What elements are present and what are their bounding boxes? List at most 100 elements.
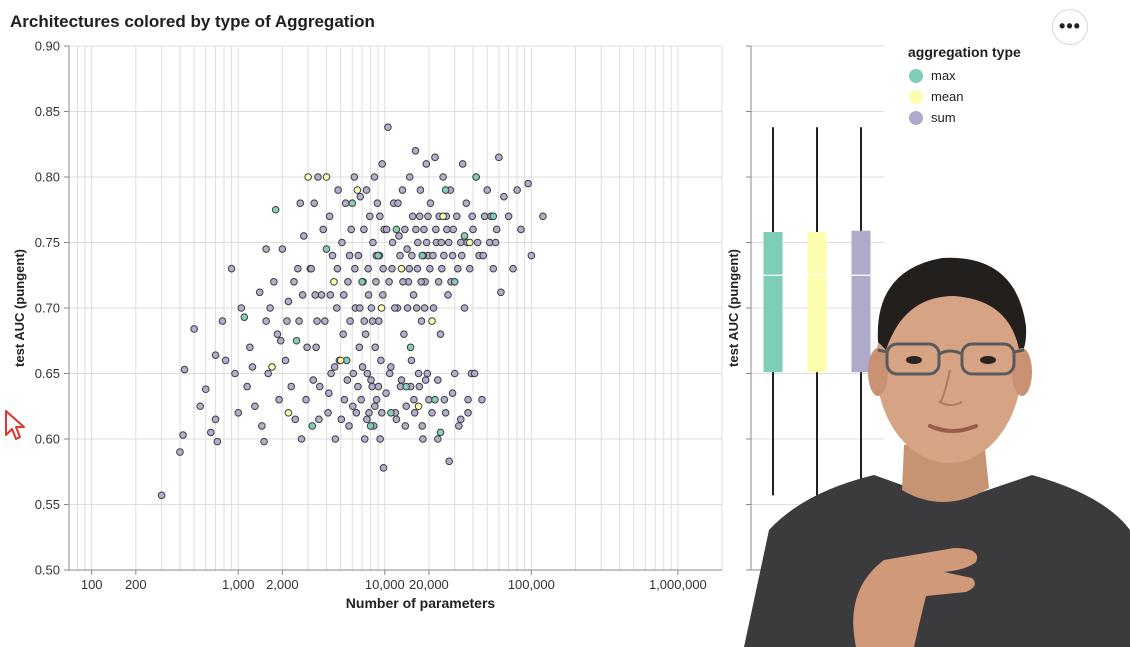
data-point-sum [330,363,339,371]
data-point-sum [345,422,353,430]
data-point-sum [438,264,446,273]
data-point-sum [350,173,359,181]
data-point-sum [176,448,184,456]
legend-item-mean[interactable]: mean [908,86,1021,107]
data-point-sum [180,365,189,374]
data-point-sum [221,356,230,365]
data-point-sum [361,330,370,339]
data-point-sum [373,199,382,207]
data-point-sum [397,376,406,384]
data-point-mean [377,304,386,312]
data-point-sum [371,402,379,411]
data-point-sum [367,376,375,384]
data-point-sum [231,369,239,378]
data-point-sum [401,422,410,430]
data-point-sum [407,356,416,365]
data-point-sum [444,291,452,299]
data-point-sum [332,304,341,312]
data-point-sum [312,343,320,352]
data-point-mean [268,363,276,371]
data-point-sum [324,409,332,417]
more-horizontal-icon: ••• [1059,16,1081,36]
data-point-sum [297,435,306,443]
data-point-max [402,382,411,391]
data-point-sum [283,317,291,325]
data-point-sum [382,225,391,234]
data-point-sum [251,402,259,411]
data-point-sum [190,325,198,333]
data-point-sum [365,212,374,221]
data-point-sum [416,186,425,194]
data-point-sum [382,389,390,397]
data-point-sum [392,415,401,424]
data-point-sum [368,317,377,325]
data-point-sum [429,304,438,312]
data-point-sum [441,409,450,417]
data-point-sum [331,435,340,443]
data-point-mean [414,402,423,411]
y-tick-label: 0.75 [35,235,60,250]
data-point-sum [473,238,482,247]
legend-item-max[interactable]: max [908,65,1021,86]
data-point-sum [394,199,402,207]
data-point-sum [434,278,443,286]
data-point-max [322,245,331,253]
data-point-sum [309,376,318,384]
legend-title: aggregation type [908,44,1021,60]
y-tick-label: 0.50 [35,563,60,578]
chart-title: Architectures colored by type of Aggrega… [10,12,375,31]
data-point-max [308,422,317,430]
data-point-sum [413,264,422,273]
legend-item-sum[interactable]: sum [908,107,1021,128]
presenter-hair [877,257,1027,355]
data-point-sum [262,245,270,253]
data-point-sum [328,251,337,260]
data-point-max [240,313,249,321]
data-point-sum [179,431,187,439]
data-point-sum [468,212,477,221]
data-point-sum [325,389,333,397]
x-tick-label: 100 [81,577,103,592]
data-point-sum [326,291,335,299]
y-tick-label: 0.85 [35,104,60,119]
data-point-sum [360,317,369,325]
data-point-sum [313,317,321,325]
data-point-sum [281,356,290,365]
data-point-sum [368,382,376,391]
data-point-sum [302,395,310,404]
data-point-sum [273,330,282,339]
data-point-sum [275,395,283,404]
data-point-sum [278,245,287,253]
data-point-sum [362,186,371,194]
data-point-max [374,251,382,260]
data-point-sum [388,238,397,247]
data-point-sum [470,369,479,378]
data-point-sum [491,238,500,247]
data-point-sum [539,212,547,221]
data-point-sum [357,395,365,404]
data-point-mean [336,356,345,365]
data-point-sum [527,251,536,260]
data-point-sum [409,291,418,299]
data-point-sum [296,199,305,207]
data-point-sum [417,278,425,286]
legend: aggregation type max mean sum [908,44,1021,128]
x-tick-label: 200 [125,577,147,592]
data-point-sum [385,369,394,378]
data-point-sum [489,264,498,273]
data-point-sum [287,382,296,391]
scatter-plot: 0.50 0.55 0.60 0.65 0.70 0.75 0.80 0.85 0.90 100 2… [12,39,723,611]
more-options-button[interactable]: ••• [1052,9,1088,45]
data-point-sum [423,369,432,378]
data-point-sum [351,264,359,273]
data-point-sum [414,369,423,378]
data-point-sum [426,199,435,207]
data-point-sum [334,186,342,194]
data-point-sum [211,415,220,424]
data-point-sum [398,186,407,194]
x-tick-label: 1,000 [222,577,255,592]
data-point-sum [410,409,419,417]
data-point-max [392,225,401,234]
data-point-sum [445,457,453,466]
data-point-max [292,336,301,345]
